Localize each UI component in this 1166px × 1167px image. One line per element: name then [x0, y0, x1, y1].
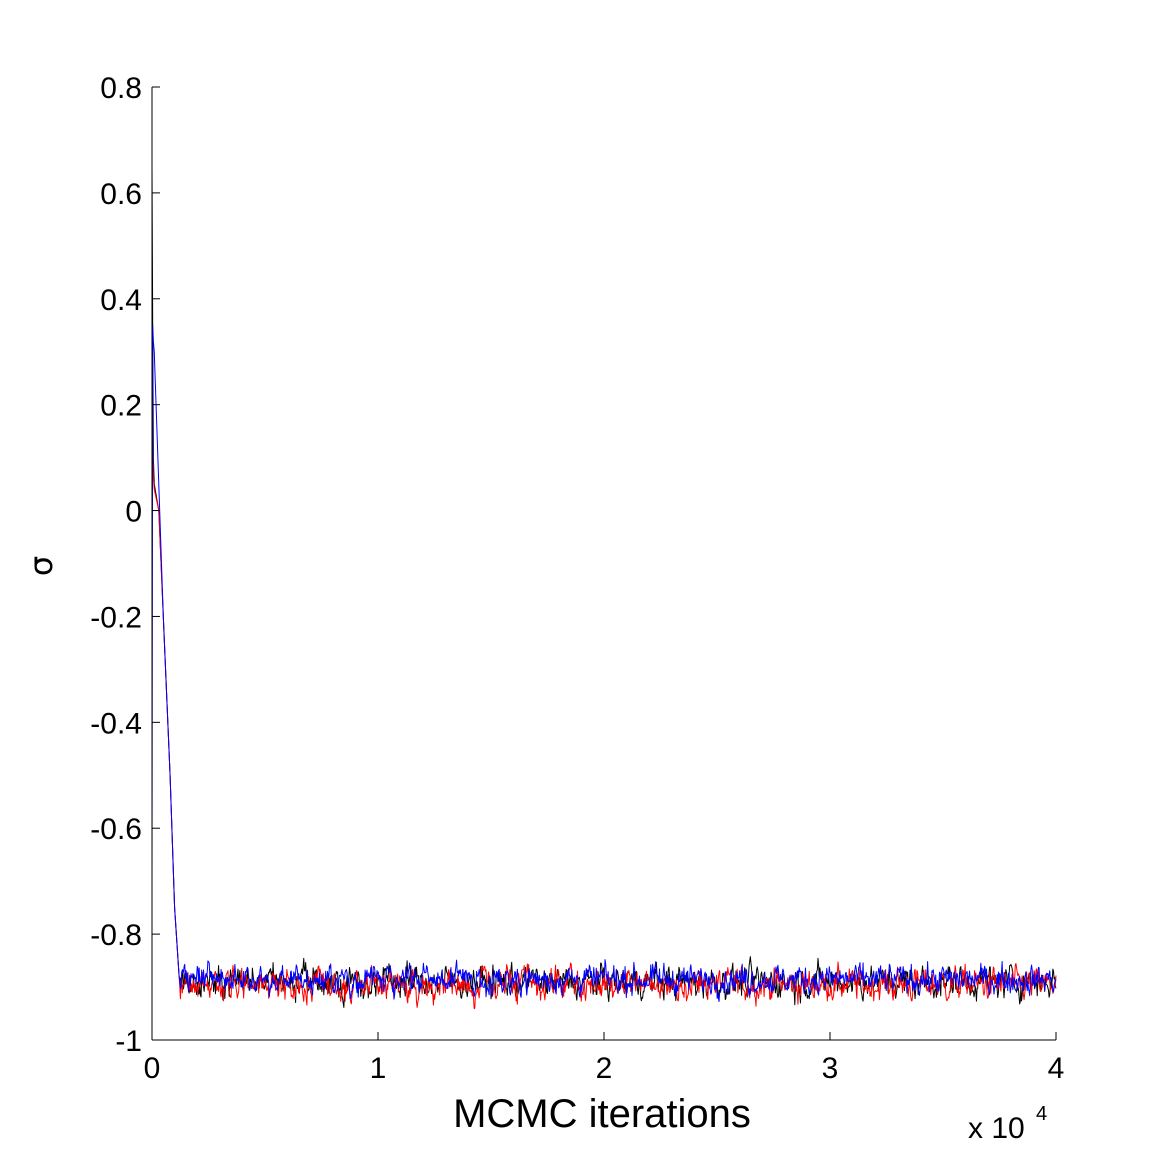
x-tick-label: 4 [1048, 1052, 1065, 1085]
y-tick-label: -0.2 [90, 601, 142, 634]
x-tick-label: 0 [144, 1052, 161, 1085]
y-tick-label: -0.6 [90, 813, 142, 846]
y-tick-label: -0.4 [90, 707, 142, 740]
y-tick-label: 0.4 [100, 284, 142, 317]
x-multiplier-base: x 10 [968, 1112, 1025, 1145]
x-tick-label: 2 [596, 1052, 613, 1085]
y-tick-label: 0.8 [100, 72, 142, 105]
y-tick-label: -0.8 [90, 919, 142, 952]
plot-background [152, 87, 1056, 1040]
series-line-2 [151, 324, 1057, 1002]
y-tick-label: 0.2 [100, 390, 142, 423]
x-multiplier-exponent: 4 [1036, 1103, 1047, 1125]
series-layer [151, 166, 1057, 1009]
axes-layer: -1 -0.8 -0.6 -0.4 -0.2 0 0.2 0.4 0.6 0.8 0 1 2 3 4 [90, 72, 1064, 1085]
x-tick-label: 1 [370, 1052, 387, 1085]
series-line-1 [151, 431, 1057, 1009]
y-tick-label: 0.6 [100, 178, 142, 211]
y-tick-label: -1 [115, 1025, 142, 1058]
x-tick-label: 3 [822, 1052, 839, 1085]
y-tick-label: 0 [125, 496, 142, 529]
plot-area [152, 87, 1056, 1040]
y-axis-label: σ [22, 556, 60, 576]
x-multiplier: x 10 4 [968, 1103, 1047, 1145]
x-axis-label: MCMC iterations [453, 1092, 751, 1136]
